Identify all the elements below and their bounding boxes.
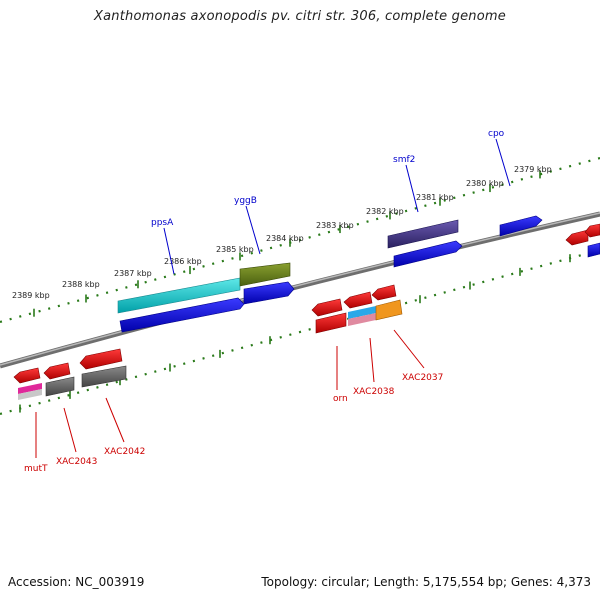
ruler-lower (0, 248, 600, 416)
genome-summary-text: Topology: circular; Length: 5,175,554 bp… (261, 575, 591, 589)
gene-label-orn: orn (333, 394, 348, 404)
ruler-label: 2382 kbp (366, 207, 404, 216)
leader-XAC2042 (105, 397, 125, 443)
leader-XAC2037 (393, 329, 425, 369)
ruler-label: 2383 kbp (316, 221, 354, 230)
ruler-upper (0, 156, 600, 324)
gene-label-yggB: yggB (234, 196, 257, 206)
feature-XAC2042[interactable] (79, 348, 127, 388)
ruler-label: 2386 kbp (164, 257, 202, 266)
ruler-labels: 2389 kbp 2388 kbp 2387 kbp 2386 kbp 2385 kbp… (12, 165, 552, 300)
accession-text: Accession: NC_003919 (8, 575, 145, 589)
feature-ppsA[interactable] (117, 277, 245, 333)
ruler-lower-ticks (19, 254, 571, 413)
feature-orn[interactable] (311, 298, 347, 334)
ruler-label: 2389 kbp (12, 291, 50, 300)
gene-label-XAC2037: XAC2037 (402, 373, 443, 383)
gene-label-XAC2042: XAC2042 (104, 447, 145, 457)
gene-label-XAC2038: XAC2038 (353, 387, 395, 397)
feature-right-edge-group[interactable] (565, 223, 600, 258)
genome-backbone-highlight (0, 212, 600, 366)
feature-cpo[interactable] (499, 215, 543, 237)
ruler-label: 2384 kbp (266, 234, 304, 243)
feature-XAC2038[interactable] (343, 291, 376, 326)
map-title: Xanthomonas axonopodis pv. citri str. 30… (94, 9, 506, 24)
leader-cpo (495, 138, 511, 187)
gene-label-smf2: smf2 (393, 155, 415, 165)
gene-label-XAC2043: XAC2043 (56, 457, 97, 467)
ruler-label: 2388 kbp (62, 280, 100, 289)
feature-smf2[interactable] (387, 219, 463, 268)
leader-ppsA (163, 227, 175, 275)
feature-XAC2037[interactable] (371, 284, 403, 321)
leader-XAC2043 (63, 407, 77, 453)
feature-mutT[interactable] (13, 367, 42, 400)
ruler-label: 2381 kbp (416, 193, 454, 202)
ruler-label: 2380 kbp (466, 179, 504, 188)
feature-yggB[interactable] (239, 262, 295, 305)
ruler-major-ticks (33, 170, 541, 317)
leader-XAC2038 (369, 337, 375, 383)
leader-smf2 (405, 164, 419, 213)
ruler-label: 2387 kbp (114, 269, 152, 278)
ruler-label: 2379 kbp (514, 165, 552, 174)
gene-label-ppsA: ppsA (151, 218, 174, 228)
gene-label-mutT: mutT (24, 464, 48, 474)
gene-label-cpo: cpo (488, 129, 505, 139)
ruler-label: 2385 kbp (216, 245, 254, 254)
genome-backbone (0, 211, 600, 369)
feature-XAC2043[interactable] (43, 362, 75, 397)
leader-yggB (245, 205, 261, 255)
